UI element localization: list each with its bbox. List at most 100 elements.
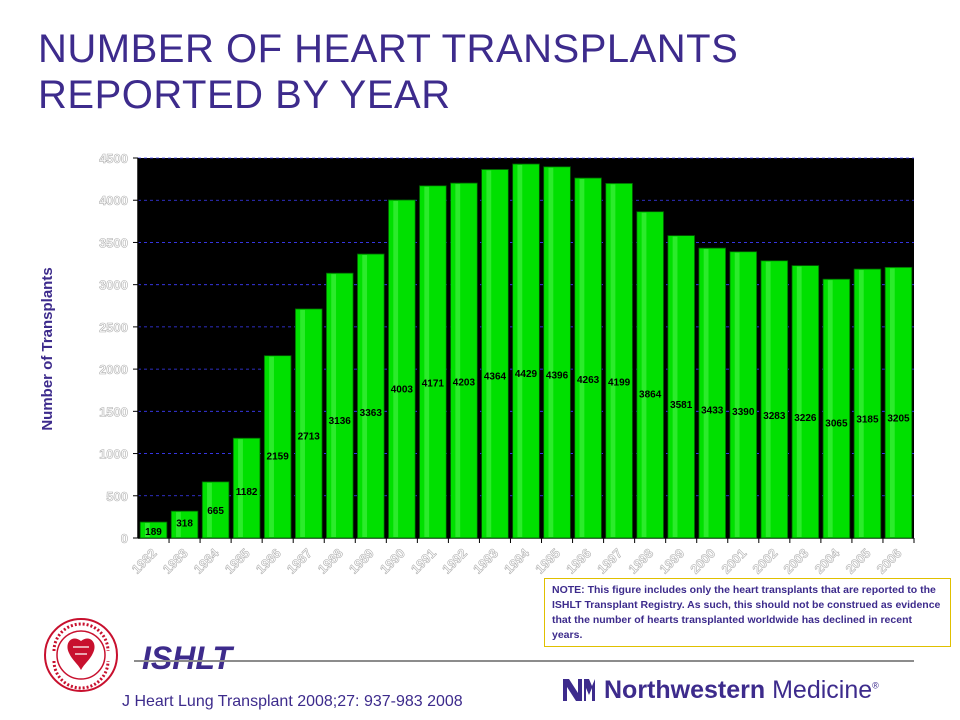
brand-regular: Medicine [772, 675, 873, 704]
bar-value-label: 2159 [267, 452, 290, 463]
bar [419, 185, 447, 539]
bar-highlight [362, 255, 368, 537]
bar [294, 308, 323, 539]
x-tick-label: 1990 [377, 546, 408, 577]
bar-highlight [703, 249, 709, 537]
x-tick-label: 1992 [439, 546, 470, 577]
x-tick-label: 1983 [160, 546, 191, 577]
bar-highlight [517, 164, 523, 538]
bar-value-label: 1182 [236, 487, 258, 498]
x-tick-label: 1982 [129, 546, 160, 577]
x-tick-label: 2005 [843, 546, 874, 577]
x-tick-label: 2004 [811, 545, 843, 577]
x-tick-label: 1991 [408, 546, 439, 577]
y-tick-label: 4500 [99, 151, 128, 166]
bar-highlight [889, 268, 895, 537]
bar [543, 166, 571, 539]
x-tick-label: 1987 [284, 546, 315, 577]
y-tick-label: 2000 [99, 362, 128, 377]
bar-value-label: 4396 [546, 370, 569, 381]
bar [853, 268, 882, 539]
y-tick-label: 1000 [99, 447, 128, 462]
ishlt-seal-logo [44, 618, 118, 692]
x-tick-label: 2002 [749, 546, 780, 577]
y-tick-label: 3500 [99, 235, 128, 250]
bar [232, 437, 261, 539]
x-tick-label: 2000 [687, 546, 718, 577]
bar-highlight [641, 212, 647, 537]
brand-reg-mark: ® [872, 680, 879, 691]
x-tick-label: 1998 [625, 546, 656, 577]
bar-highlight [765, 261, 771, 537]
bar-value-label: 3136 [329, 416, 352, 427]
bar [667, 235, 695, 539]
bar [605, 183, 633, 539]
citation: J Heart Lung Transplant 2008;27: 937-983… [122, 693, 463, 710]
bar [884, 266, 913, 539]
brand-bold: Northwestern [604, 675, 766, 704]
bar-value-label: 3226 [794, 413, 817, 424]
registry-note: NOTE: This figure includes only the hear… [544, 578, 951, 647]
footer-divider [134, 660, 914, 662]
x-tick-label: 1994 [501, 545, 533, 577]
bar [481, 169, 509, 539]
northwestern-mark-icon [563, 679, 595, 701]
bar-value-label: 4171 [422, 379, 445, 390]
y-tick-label: 0 [121, 531, 128, 546]
bar [512, 163, 540, 539]
bar-highlight [579, 179, 585, 537]
bars [139, 163, 913, 539]
bar [822, 278, 851, 539]
bar-value-label: 4199 [608, 378, 631, 389]
bar-value-label: 3864 [639, 390, 662, 401]
bar [357, 253, 385, 539]
x-tick-label: 1985 [222, 546, 253, 577]
page-title: NUMBER OF HEART TRANSPLANTS REPORTED BY … [38, 26, 938, 118]
bar-highlight [827, 280, 833, 537]
bar [139, 521, 168, 539]
x-tick-label: 1995 [532, 546, 563, 577]
title-line-1: NUMBER OF HEART TRANSPLANTS [38, 27, 739, 71]
bar-highlight [269, 356, 274, 537]
x-tick-label: 2006 [874, 546, 905, 577]
title-line-2: REPORTED BY YEAR [38, 73, 451, 117]
bar-highlight [548, 167, 554, 537]
bar [729, 251, 758, 539]
bar-highlight [238, 439, 243, 537]
bar-highlight [672, 236, 678, 538]
x-tick-label: 1989 [346, 546, 377, 577]
bar [698, 247, 726, 539]
bar-highlight [486, 170, 492, 538]
bar [201, 481, 230, 539]
bar-value-label: 3065 [825, 419, 848, 430]
bar-value-label: 3581 [670, 400, 693, 411]
bar-highlight [300, 309, 305, 537]
bar-labels: 189 318 665 1182 2159 2713 3136 3363 4003 4171 420… [145, 369, 910, 538]
x-tick-label: 1999 [656, 546, 687, 577]
bar-value-label: 4203 [453, 377, 476, 388]
x-tick-label: 1997 [594, 546, 625, 577]
bar-highlight [207, 482, 212, 537]
x-tick-label: 1993 [470, 546, 501, 577]
bar [326, 272, 354, 539]
northwestern-medicine-logo: Northwestern Medicine® [562, 672, 922, 708]
bar-highlight [144, 523, 150, 537]
bar-highlight [734, 252, 740, 537]
bar [574, 177, 602, 539]
bar [263, 355, 292, 539]
bar-value-label: 665 [207, 506, 224, 517]
bar-value-label: 3433 [701, 405, 724, 416]
bar-value-label: 3185 [856, 414, 879, 425]
bar-highlight [455, 184, 461, 537]
bar [636, 211, 664, 539]
bar-value-label: 4429 [515, 369, 538, 380]
bar-value-label: 3283 [763, 411, 786, 422]
bar-highlight [176, 512, 181, 537]
ishlt-label: ISHLT [142, 640, 233, 676]
bar-value-label: 3390 [732, 407, 755, 418]
y-tick-label: 3000 [99, 278, 128, 293]
bar-value-label: 189 [145, 527, 162, 538]
bar-highlight [331, 274, 337, 537]
bar-value-label: 4263 [577, 375, 600, 386]
